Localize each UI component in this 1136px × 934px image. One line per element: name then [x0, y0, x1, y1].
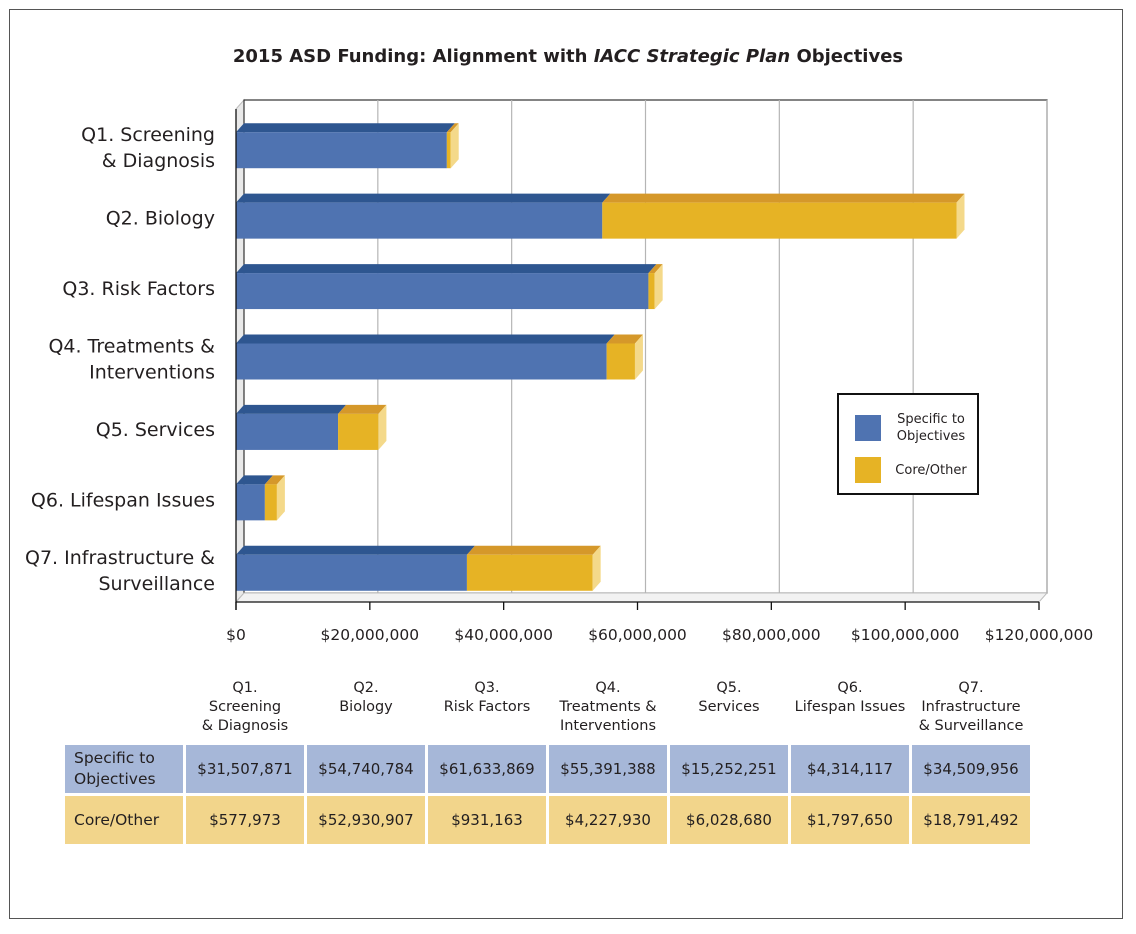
title-part-3: Objectives: [790, 46, 904, 67]
bar-end: [450, 123, 459, 169]
table-rowhead-specific: Specific to Objectives: [65, 745, 183, 793]
table-row-specific: Specific to Objectives $31,507,871 $54,74…: [65, 745, 1030, 793]
category-label: Q3. Risk Factors: [62, 278, 215, 300]
x-tick-label: $100,000,000: [851, 626, 959, 644]
bar-top: [236, 404, 347, 414]
table-row-core: Core/Other $577,973 $52,930,907 $931,163…: [65, 796, 1030, 844]
bar-end: [276, 475, 285, 521]
x-tick-label: $120,000,000: [985, 626, 1093, 644]
table-cell: $55,391,388: [549, 745, 667, 793]
bar-segment: [236, 132, 447, 169]
x-tick-label: $40,000,000: [454, 626, 553, 644]
bar-top: [648, 264, 663, 274]
bar-top: [446, 123, 459, 133]
table-header-q4: Q4. Treatments & Interventions: [559, 680, 657, 734]
bar-segment: [446, 132, 451, 169]
x-tick-label: $80,000,000: [722, 626, 821, 644]
table-corner: [65, 679, 183, 742]
table-header-q3: Q3. Risk Factors: [443, 680, 531, 715]
table-cell: $6,028,680: [670, 796, 788, 844]
legend-swatch-specific: [855, 415, 881, 441]
bar-top: [236, 475, 273, 485]
table-cell: $577,973: [186, 796, 304, 844]
bar-segment: [236, 484, 265, 521]
category-label: Interventions: [89, 362, 215, 384]
table-cell: $4,314,117: [791, 745, 909, 793]
legend-item-core: Core/Other: [855, 457, 971, 483]
category-label: Surveillance: [98, 573, 215, 595]
table-header-q6: Q6. Lifespan Issues: [794, 680, 906, 715]
category-label: Q6. Lifespan Issues: [31, 489, 215, 511]
x-tick-label: $60,000,000: [588, 626, 687, 644]
bar-end: [592, 545, 601, 591]
category-label: Q7. Infrastructure &: [25, 547, 215, 569]
bar-top: [264, 475, 285, 485]
table-header-row: Q1. Screening & Diagnosis Q2. Biology Q3. Ri…: [65, 679, 1030, 742]
bar-segment: [236, 554, 467, 591]
bar-segment: [236, 273, 649, 310]
table-cell: $4,227,930: [549, 796, 667, 844]
bar-segment: [236, 413, 339, 450]
category-label: Q5. Services: [96, 419, 215, 441]
table-cell: $31,507,871: [186, 745, 304, 793]
bar-top: [236, 264, 657, 274]
table-header-q1: Q1. Screening & Diagnosis: [201, 680, 289, 734]
legend-swatch-core: [855, 457, 881, 483]
x-tick-label: $20,000,000: [321, 626, 420, 644]
table-header-q5: Q5. Services: [698, 680, 760, 715]
x-tick-label: $0: [226, 626, 246, 644]
table-cell: $61,633,869: [428, 745, 546, 793]
table-cell: $931,163: [428, 796, 546, 844]
funding-table: Q1. Screening & Diagnosis Q2. Biology Q3. Ri…: [62, 676, 1033, 847]
title-part-1: 2015 ASD Funding: Alignment with: [232, 46, 594, 67]
chart-frame: [9, 9, 1123, 919]
plot-floor: [234, 592, 1049, 603]
legend: Specific to Objectives Core/Other: [837, 393, 979, 495]
bar-segment: [648, 273, 655, 310]
bar-top: [236, 545, 475, 555]
bar-top: [606, 334, 643, 344]
bar-top: [338, 404, 387, 414]
table-header-q2: Q2. Biology: [339, 680, 393, 715]
category-label: & Diagnosis: [102, 150, 215, 172]
legend-label-specific: Specific to Objectives: [896, 412, 966, 444]
bar-segment: [236, 202, 603, 239]
bar-top: [466, 545, 601, 555]
table-cell: $1,797,650: [791, 796, 909, 844]
legend-label-core: Core/Other: [895, 462, 967, 478]
bar-segment: [338, 413, 379, 450]
legend-item-specific: Specific to Objectives: [855, 411, 971, 445]
table-header-q7: Q7. Infrastructure & Surveillance: [918, 680, 1024, 734]
bar-end: [654, 264, 663, 310]
bar-segment: [466, 554, 593, 591]
bar-end: [956, 193, 965, 239]
chart-title: 2015 ASD Funding: Alignment with IACC St…: [0, 46, 1136, 67]
table-rowhead-core: Core/Other: [65, 796, 183, 844]
bar-top: [602, 193, 965, 203]
bar-end: [378, 404, 387, 450]
category-label: Q1. Screening: [81, 124, 215, 146]
category-label: Q2. Biology: [106, 208, 215, 230]
table-cell: $34,509,956: [912, 745, 1030, 793]
bar-segment: [606, 343, 635, 380]
bar-top: [236, 193, 611, 203]
bar-end: [634, 334, 643, 380]
table-cell: $52,930,907: [307, 796, 425, 844]
bar-top: [236, 334, 615, 344]
category-label: Q4. Treatments &: [48, 336, 215, 358]
table-cell: $15,252,251: [670, 745, 788, 793]
table-cell: $54,740,784: [307, 745, 425, 793]
table-cell: $18,791,492: [912, 796, 1030, 844]
bar-segment: [264, 484, 277, 521]
bar-segment: [236, 343, 607, 380]
bar-segment: [602, 202, 957, 239]
bar-top: [236, 123, 455, 133]
title-part-italic: IACC Strategic Plan: [593, 46, 791, 67]
